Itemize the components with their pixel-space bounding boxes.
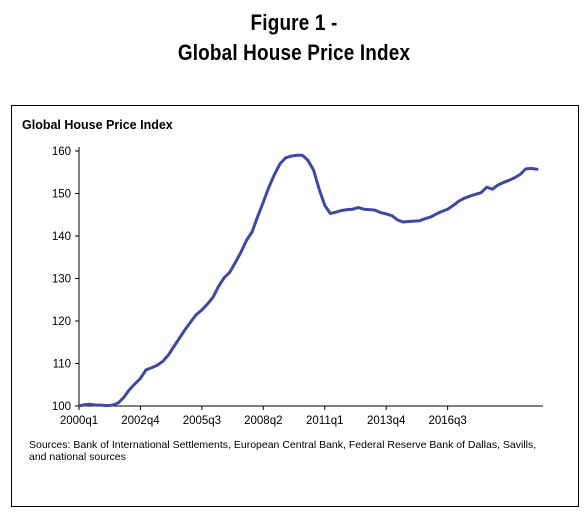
y-tick-label: 100 xyxy=(52,401,71,413)
sources-note: Sources: Bank of International Settlemen… xyxy=(29,439,537,463)
chart-title: Global House Price Index xyxy=(22,118,173,132)
series-line-global-house-price-index xyxy=(77,153,539,408)
figure-number: Figure 1 - xyxy=(250,10,338,35)
x-tick-label: 2008q2 xyxy=(244,415,282,427)
x-tick-label: 2011q1 xyxy=(306,415,344,427)
x-tick-label: 2002q4 xyxy=(121,415,160,427)
x-tick-label: 2005q3 xyxy=(183,415,221,427)
chart-frame xyxy=(11,105,579,507)
y-tick-label: 160 xyxy=(52,146,71,158)
y-tick-label: 150 xyxy=(52,189,71,201)
y-tick-label: 110 xyxy=(53,359,71,371)
y-tick-label: 120 xyxy=(52,316,71,328)
x-tick-label: 2000q1 xyxy=(60,415,98,427)
y-tick-label: 140 xyxy=(52,231,71,243)
y-tick-label: 130 xyxy=(52,274,71,286)
figure-title: Global House Price Index xyxy=(177,40,411,65)
x-tick-label: 2016q3 xyxy=(428,415,466,427)
x-tick-label: 2013q4 xyxy=(367,415,406,427)
y-axis-ticks: 100 110 120 130 140 150 160 xyxy=(52,146,79,413)
x-axis-ticks: 2000q1 2002q4 2005q3 2008q2 2011q1 2013q4 2016… xyxy=(60,406,467,427)
chart-axes xyxy=(78,147,543,407)
